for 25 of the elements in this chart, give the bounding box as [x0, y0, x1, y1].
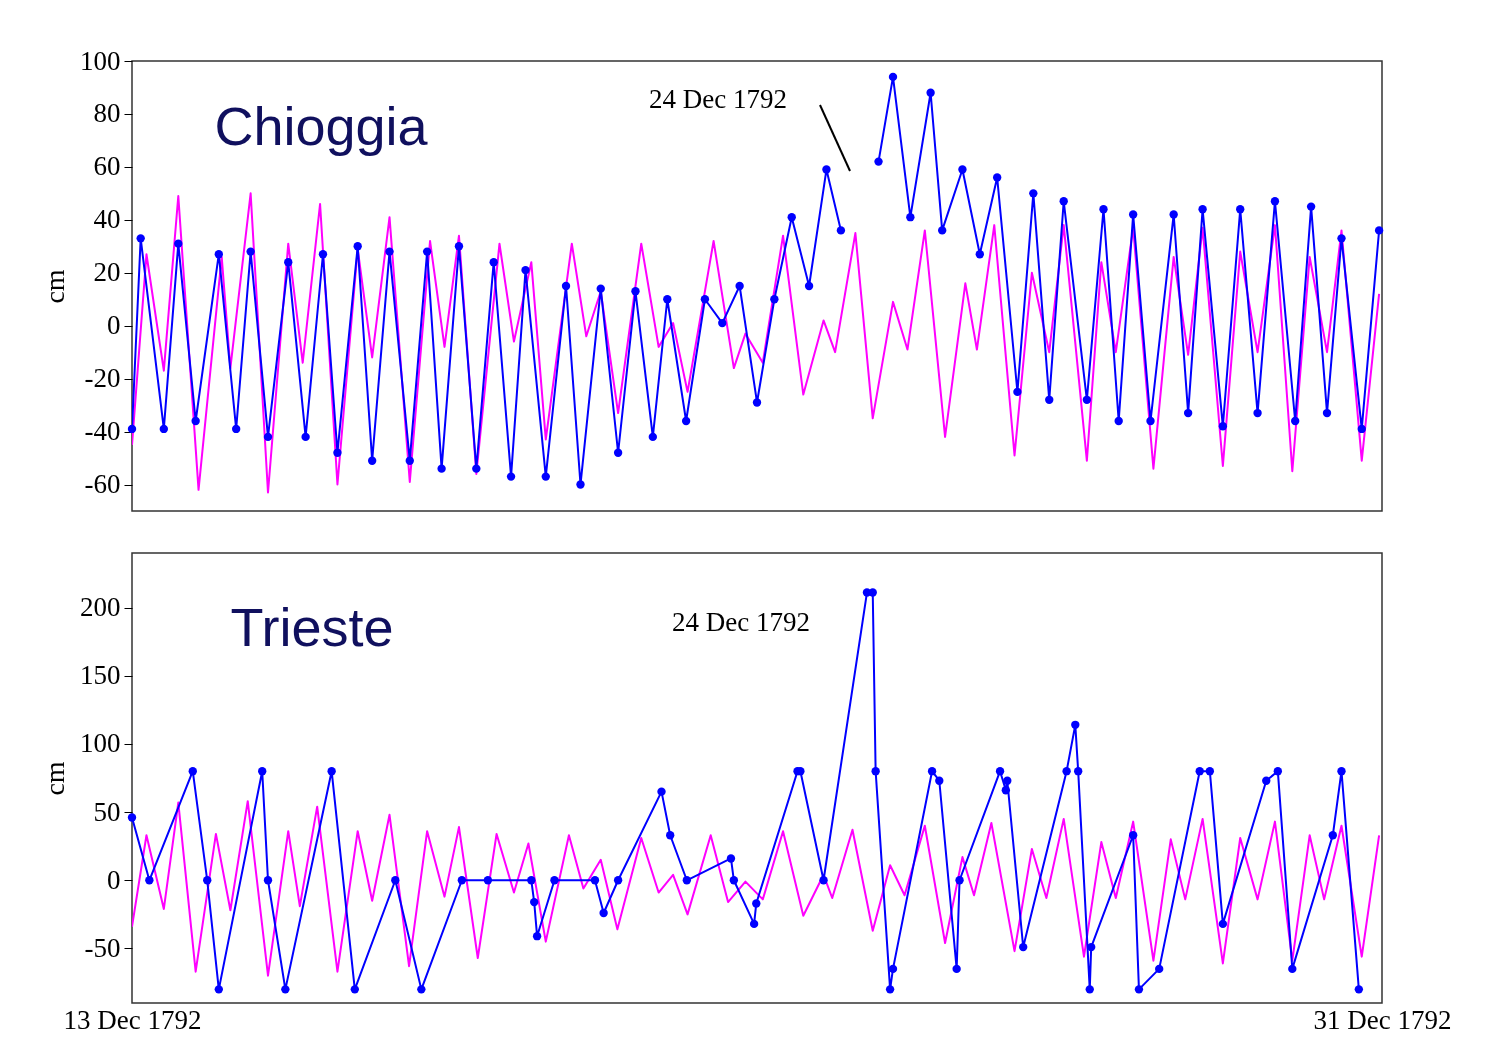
y-tick-label: 100: [80, 728, 121, 759]
line-series: [132, 192, 1381, 494]
y-tick-label: 150: [80, 660, 121, 691]
y-tick-label: 50: [93, 796, 121, 827]
y-tick-label: 0: [107, 864, 121, 895]
y-tick-label: 80: [93, 98, 121, 129]
y-tick-label: 40: [93, 204, 121, 235]
y-tick-label: -60: [84, 469, 121, 500]
text: Chioggia: [214, 96, 429, 156]
y-tick-label: 60: [93, 151, 121, 182]
y-tick-label: 0: [107, 310, 121, 341]
annotation: 24 Dec 1792: [649, 84, 787, 114]
x-tick-label: 31 Dec 1792: [1313, 1004, 1452, 1035]
x-tick-label: 13 Dec 1792: [63, 1004, 202, 1035]
y-axis-title: cm: [39, 761, 70, 796]
y-tick-label: -40: [84, 416, 121, 447]
y-tick-label: -20: [84, 363, 121, 394]
text: Trieste: [230, 597, 394, 657]
y-axis-title: cm: [39, 269, 70, 304]
y-tick-label: -50: [84, 932, 121, 963]
y-tick-label: 200: [80, 592, 121, 623]
y-tick-label: 20: [93, 257, 121, 288]
annotation: 24 Dec 1792: [672, 607, 810, 637]
y-tick-label: 100: [80, 45, 121, 76]
line-series: [132, 800, 1381, 977]
